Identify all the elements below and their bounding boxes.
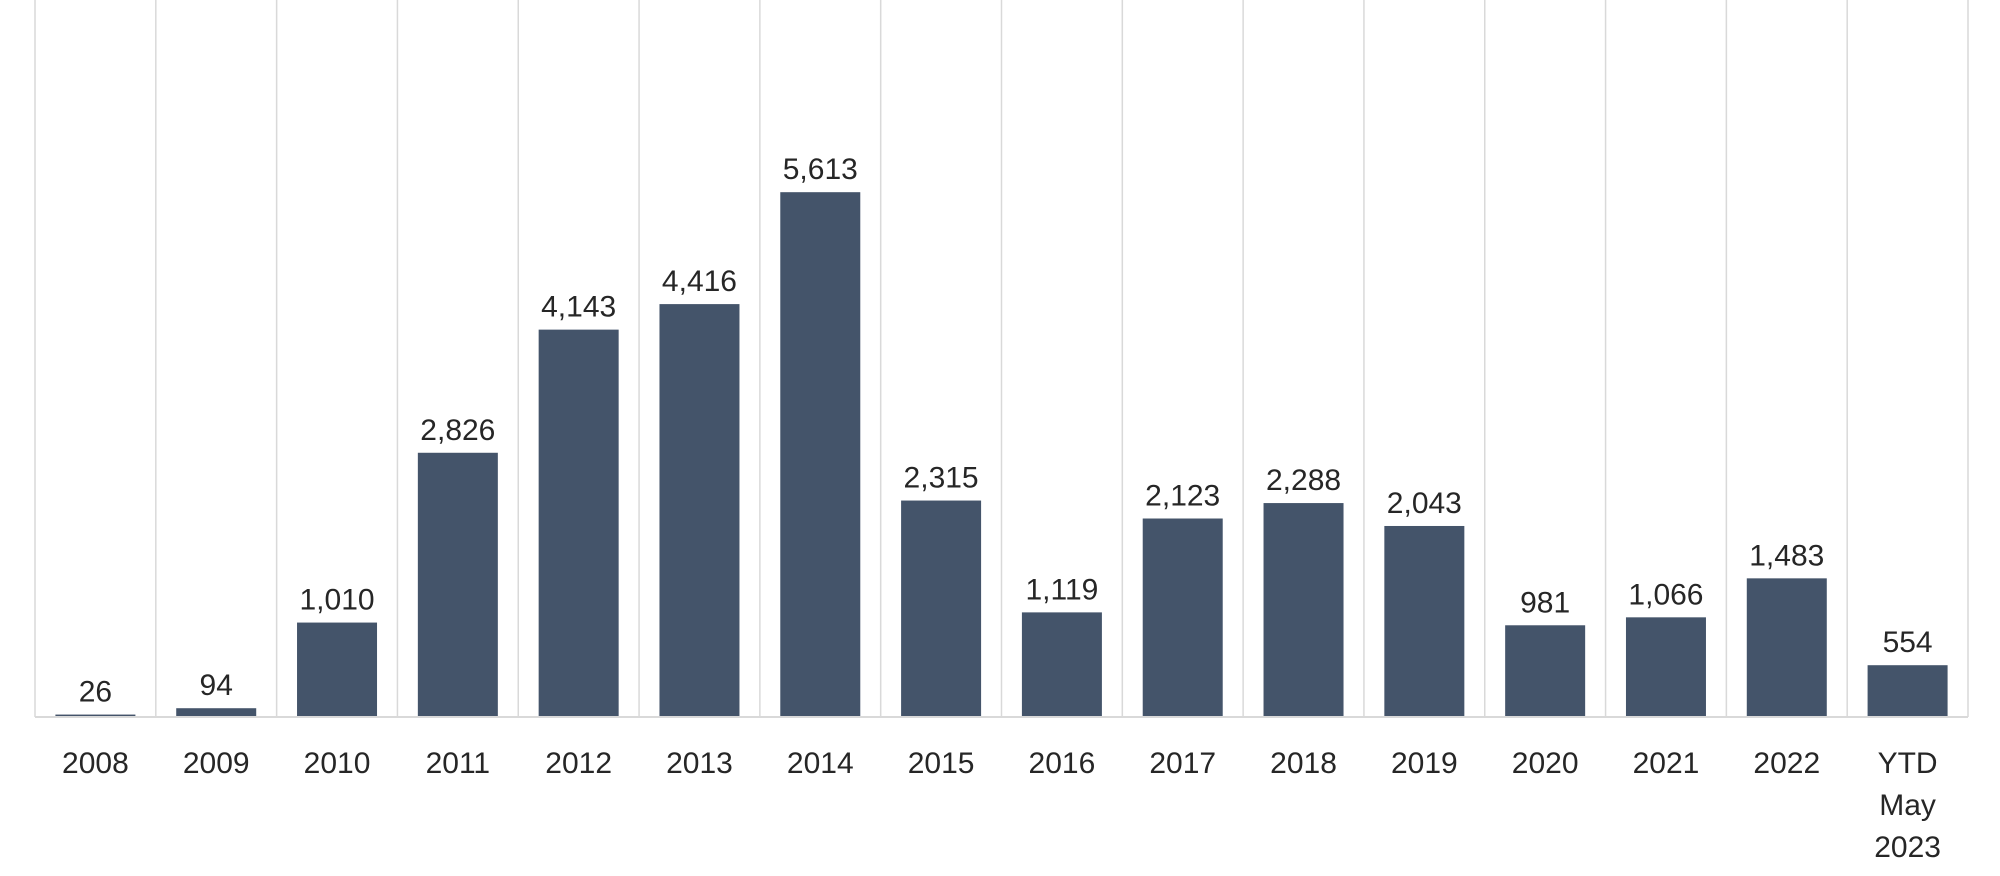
data-label: 5,613 — [783, 153, 858, 186]
x-tick-label: 2016 — [1029, 747, 1096, 780]
bar-2016 — [1021, 612, 1102, 717]
bar-2015 — [901, 500, 982, 717]
data-label: 2,315 — [904, 462, 979, 495]
bar-2008 — [55, 714, 136, 717]
data-label: 554 — [1883, 626, 1933, 659]
bar-2013 — [659, 304, 740, 717]
x-tick-label: 2020 — [1512, 747, 1579, 780]
x-tick-label: 2019 — [1391, 747, 1458, 780]
x-tick-label: 2018 — [1270, 747, 1337, 780]
data-label: 1,483 — [1749, 539, 1824, 572]
data-label: 1,119 — [1025, 573, 1098, 606]
x-tick-label: 2022 — [1753, 747, 1820, 780]
data-label: 26 — [79, 676, 112, 709]
data-label: 981 — [1520, 586, 1570, 619]
data-label: 1,010 — [299, 584, 374, 617]
x-tick-label: 2021 — [1633, 747, 1700, 780]
data-label: 4,416 — [662, 265, 737, 298]
bar-2011 — [417, 452, 498, 717]
bar-2009 — [176, 708, 257, 717]
x-tick-label: 2014 — [787, 747, 854, 780]
data-label: 2,043 — [1387, 487, 1462, 520]
bar-2018 — [1263, 503, 1344, 717]
bar-2012 — [538, 329, 619, 717]
data-label: 2,826 — [420, 414, 495, 447]
x-tick-label: 2009 — [183, 747, 250, 780]
gridlines — [34, 0, 1969, 717]
bar-2020 — [1505, 625, 1586, 717]
bar-2017 — [1142, 518, 1223, 717]
x-tick-label: 2011 — [426, 747, 491, 780]
x-axis-tick-labels: 2008 2009 2010 2011 2012 2013 2014 2015 2016 2017… — [62, 747, 1941, 864]
data-label: 94 — [200, 669, 233, 702]
data-label: 2,123 — [1145, 479, 1220, 512]
data-label: 4,143 — [541, 291, 616, 324]
data-label: 1,066 — [1628, 578, 1703, 611]
bar-ytd-may-2023 — [1867, 665, 1948, 717]
x-tick-label: 2017 — [1149, 747, 1216, 780]
x-tick-label: 2013 — [666, 747, 733, 780]
x-tick-label: 2015 — [908, 747, 975, 780]
bar-2010 — [297, 622, 378, 717]
bar-2021 — [1625, 617, 1706, 717]
bars — [55, 192, 1948, 717]
x-tick-label: 2008 — [62, 747, 129, 780]
data-labels: 26 94 1,010 2,826 4,143 4,416 5,613 2,315 1,119 2… — [79, 153, 1933, 708]
bar-2014 — [780, 192, 861, 717]
x-tick-label: 2012 — [545, 747, 612, 780]
data-label: 2,288 — [1266, 464, 1341, 497]
x-tick-label: YTD May 2023 — [1874, 747, 1941, 864]
bar-2022 — [1746, 578, 1827, 717]
x-tick-label: 2010 — [304, 747, 371, 780]
bar-2019 — [1384, 525, 1465, 717]
